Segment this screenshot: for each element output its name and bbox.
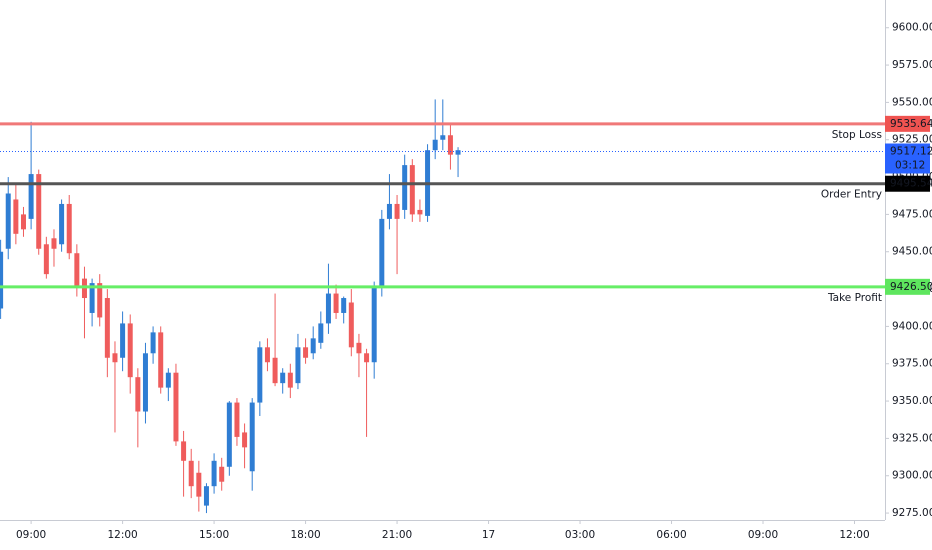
candle-body — [333, 293, 339, 313]
x-tick-label: 09:00 — [16, 529, 46, 541]
candle-body — [455, 150, 461, 155]
price-line-name: Order Entry — [821, 189, 882, 201]
candle-body — [173, 372, 179, 442]
candle-body — [417, 209, 423, 215]
x-tick-label: 12:00 — [107, 529, 137, 541]
x-tick-label: 18:00 — [290, 529, 320, 541]
candle-body — [356, 342, 362, 354]
candle-body — [13, 199, 19, 234]
candle-body — [325, 293, 331, 324]
price-tag — [885, 175, 930, 192]
candle-body — [97, 283, 103, 318]
y-tick-label: 9450.00 — [892, 246, 932, 258]
y-tick-label: 9325.00 — [892, 432, 932, 444]
candle-body — [447, 135, 453, 155]
candle-body — [28, 174, 34, 219]
x-tick-label: 03:00 — [565, 529, 595, 541]
candle-body — [242, 432, 248, 448]
last-price-label: 9517.12 — [890, 146, 932, 158]
y-tick-label: 9475.00 — [892, 208, 932, 220]
candle-body — [249, 402, 255, 472]
price-line-name: Take Profit — [827, 292, 882, 304]
candle-body — [59, 203, 65, 245]
candle-body — [74, 253, 80, 288]
y-tick-label: 9550.00 — [892, 96, 932, 108]
candle-body — [280, 372, 286, 384]
candle-body — [66, 203, 72, 254]
candle-body — [36, 174, 42, 249]
price-tag-label: 9535.64 — [890, 118, 932, 130]
candle-body — [318, 323, 324, 343]
y-tick-label: 9600.00 — [892, 22, 932, 34]
x-tick-label: 15:00 — [199, 529, 229, 541]
candle-body — [371, 287, 377, 363]
candle-body — [127, 323, 133, 378]
y-tick-label: 9350.00 — [892, 395, 932, 407]
candle-body — [104, 298, 110, 358]
candle-body — [341, 298, 347, 313]
candle-body — [120, 323, 126, 358]
candle-body — [379, 218, 385, 288]
y-tick-label: 9575.00 — [892, 59, 932, 71]
candle-body — [5, 193, 11, 249]
candle-body — [440, 135, 446, 140]
last-price-tag — [885, 143, 930, 174]
candle-body — [188, 460, 194, 487]
x-tick-label: 21:00 — [382, 529, 412, 541]
candle-body — [348, 302, 354, 348]
candle-body — [310, 338, 316, 354]
x-tick-label: 12:00 — [839, 529, 869, 541]
candle-body — [409, 165, 415, 215]
price-tag-label: 9495.54 — [890, 178, 932, 190]
candle-body — [226, 402, 232, 467]
candle-body — [386, 203, 392, 219]
candle-body — [196, 472, 202, 497]
candle-body — [257, 347, 263, 403]
y-tick-label: 9525.00 — [892, 134, 932, 146]
candle-body — [203, 486, 209, 506]
candle-body — [51, 238, 57, 249]
price-tag — [885, 115, 930, 132]
candle-body — [219, 466, 225, 482]
candle-body — [158, 332, 164, 388]
candle-body — [142, 353, 148, 412]
candle-body — [211, 460, 217, 487]
candle-body — [295, 347, 301, 384]
candle-body — [20, 214, 26, 230]
price-line-name: Stop Loss — [832, 129, 882, 141]
candle-body — [287, 372, 293, 388]
candle-body — [112, 353, 118, 363]
candle-body — [432, 139, 438, 151]
candle-body — [234, 402, 240, 437]
candle-body — [150, 332, 156, 354]
candle-body — [0, 251, 4, 309]
price-tag-label: 9426.50 — [890, 281, 932, 293]
candle-body — [394, 203, 400, 219]
x-tick-label: 06:00 — [656, 529, 686, 541]
candle-body — [272, 357, 278, 384]
countdown-label: 03:12 — [895, 160, 925, 172]
y-tick-label: 9375.00 — [892, 358, 932, 370]
y-tick-label: 9300.00 — [892, 470, 932, 482]
candle-body — [402, 165, 408, 210]
candle-body — [264, 347, 270, 363]
candle-body — [89, 283, 95, 313]
candle-body — [43, 244, 49, 275]
y-tick-label: 9400.00 — [892, 320, 932, 332]
y-tick-label: 9275.00 — [892, 507, 932, 519]
x-tick-label: 09:00 — [748, 529, 778, 541]
candle-body — [135, 377, 141, 412]
price-tag — [885, 278, 930, 295]
candle-body — [181, 441, 187, 461]
candle-body — [364, 353, 370, 363]
candle-body — [303, 347, 309, 358]
x-tick-label: 17 — [482, 529, 495, 541]
candle-body — [165, 372, 171, 388]
